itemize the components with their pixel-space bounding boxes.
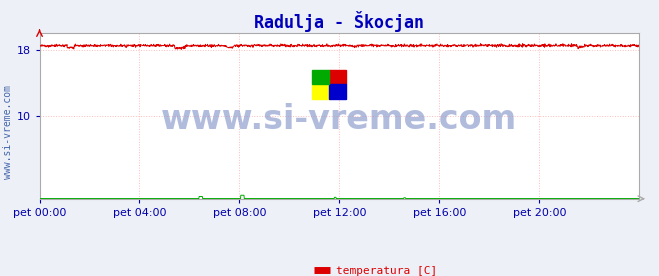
Bar [312,84,330,99]
Legend: temperatura [C], pretok [m3/s]: temperatura [C], pretok [m3/s] [309,261,442,276]
Title: Radulja - Škocjan: Radulja - Škocjan [254,10,424,31]
Text: www.si-vreme.com: www.si-vreme.com [161,103,517,136]
Text: www.si-vreme.com: www.si-vreme.com [3,86,13,179]
Bar [312,70,330,84]
Bar [330,84,346,99]
Bar [330,70,346,84]
